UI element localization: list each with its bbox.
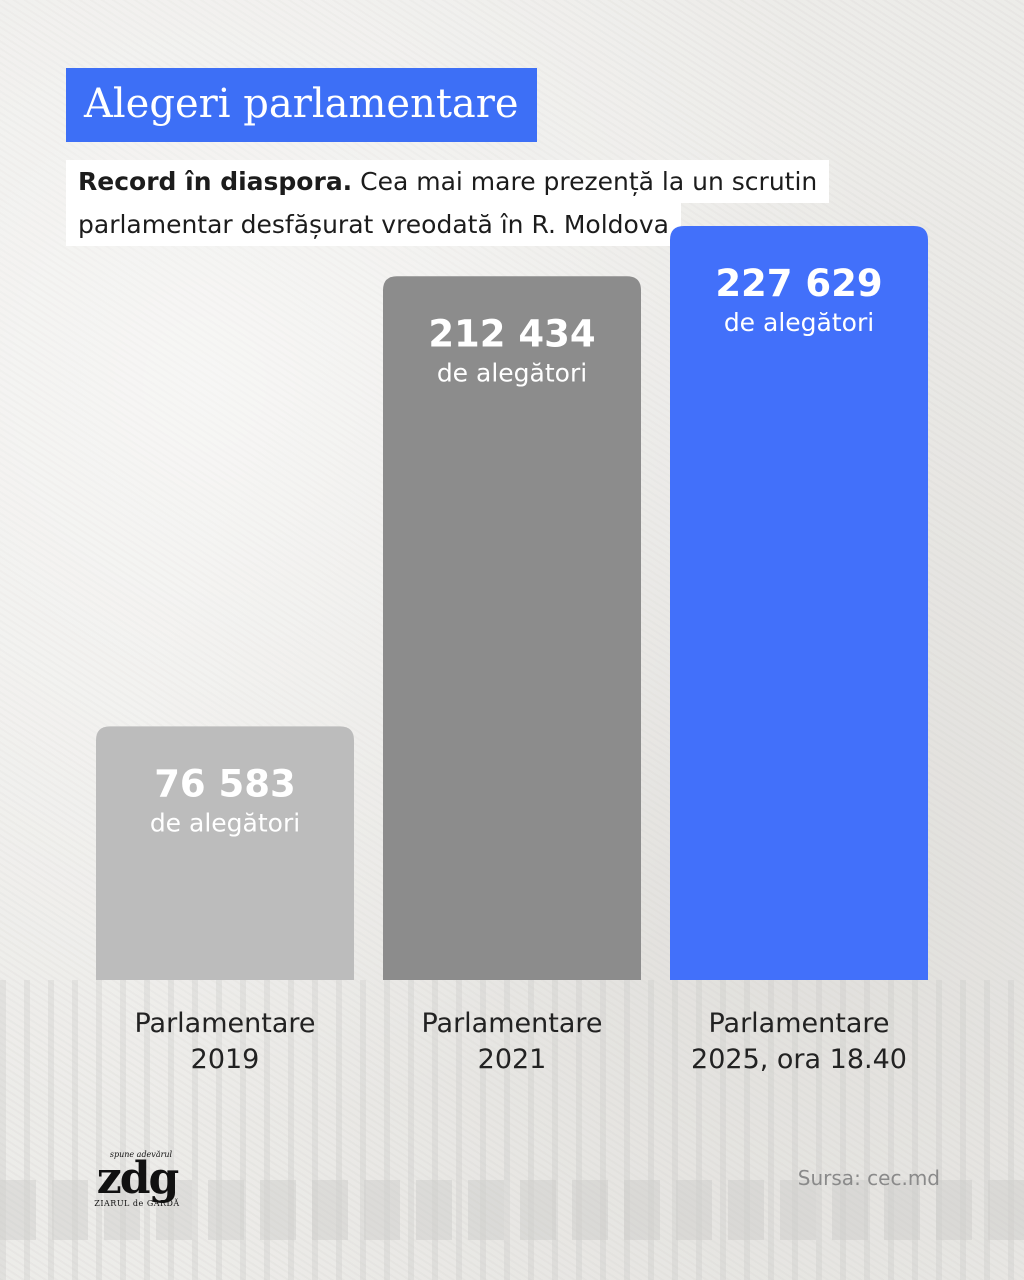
- zdg-logo: spune adevărul zdg ZIARUL de GARDĂ: [82, 1150, 192, 1208]
- building-watermark: [0, 980, 1024, 1280]
- bar-value-label-2019: 76 583: [154, 762, 296, 805]
- subtitle-bold: Record în diaspora.: [78, 167, 353, 196]
- category-label-2025-line-2: 2025, ora 18.40: [691, 1044, 907, 1075]
- bar-value-label-2025: 227 629: [715, 262, 882, 305]
- bar-2021: [383, 276, 641, 980]
- subtitle-text-1: Cea mai mare prezență la un scrutin: [360, 167, 818, 196]
- bar-chart: 76 583 de alegători Parlamentare 2019 212 43…: [96, 225, 928, 1075]
- source-label: Sursa: cec.md: [797, 1166, 940, 1190]
- bar-2019: [96, 726, 354, 980]
- page-title: Alegeri parlamentare: [66, 68, 537, 142]
- bar-unit-label-2021: de alegători: [437, 358, 587, 387]
- category-label-2019-line-2: 2019: [191, 1044, 260, 1075]
- category-label-2021-line-2: 2021: [478, 1044, 547, 1075]
- bar-value-label-2021: 212 434: [428, 312, 595, 355]
- logo-tagline: spune adevărul: [109, 1150, 173, 1159]
- category-label-2021-line-1: Parlamentare: [421, 1008, 602, 1039]
- subtitle-line-1: Record în diaspora. Cea mai mare prezenț…: [66, 160, 830, 203]
- subtitle: Record în diaspora. Cea mai mare prezenț…: [66, 160, 846, 246]
- bar-2025: [670, 225, 928, 980]
- bar-unit-label-2025: de alegători: [724, 308, 874, 337]
- logo-main: zdg: [96, 1153, 180, 1204]
- bar-unit-label-2019: de alegători: [150, 808, 300, 837]
- category-label-2019-line-1: Parlamentare: [134, 1008, 315, 1039]
- logo-subtitle: ZIARUL de GARDĂ: [94, 1199, 180, 1208]
- subtitle-line-2: parlamentar desfășurat vreodată în R. Mo…: [66, 203, 681, 246]
- category-label-2025-line-1: Parlamentare: [708, 1008, 889, 1039]
